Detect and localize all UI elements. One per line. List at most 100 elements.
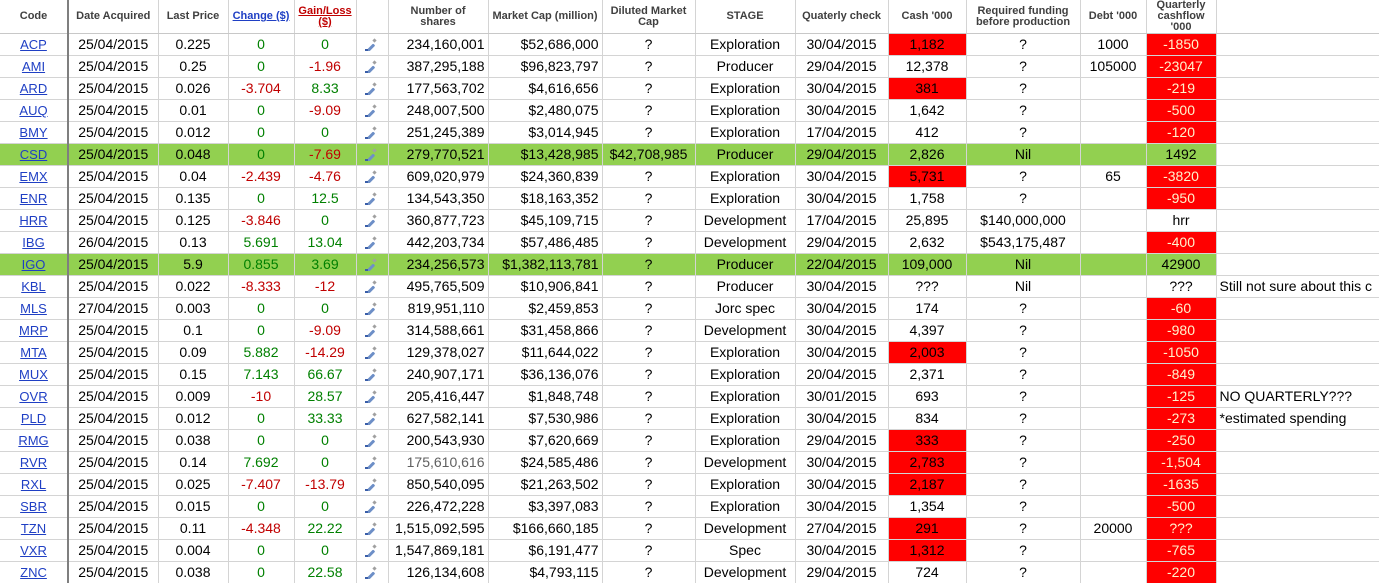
cell-gain-loss[interactable]: 0: [294, 33, 357, 56]
cell-required-funding[interactable]: Nil: [966, 143, 1081, 166]
table-row[interactable]: AMI 25/04/2015 0.25 0 -1.96 387,295,188 $96,82…: [0, 55, 1379, 78]
cell-market-cap[interactable]: $7,620,669: [488, 429, 603, 452]
cell-quarterly-cashflow[interactable]: -1635: [1146, 473, 1217, 496]
cell-quarterly-check[interactable]: 30/04/2015: [795, 451, 889, 474]
cell-last-price[interactable]: 0.048: [158, 143, 229, 166]
cell-last-price[interactable]: 0.15: [158, 363, 229, 386]
cell-date[interactable]: 25/04/2015: [68, 275, 159, 298]
cell-required-funding[interactable]: ?: [966, 495, 1081, 518]
cell-change[interactable]: 5.882: [228, 341, 295, 364]
cell-gain-loss[interactable]: 0: [294, 121, 357, 144]
cell-note[interactable]: [1216, 451, 1379, 474]
cell-required-funding[interactable]: ?: [966, 99, 1081, 122]
cell-gain-loss[interactable]: 22.58: [294, 561, 357, 583]
cell-diluted-cap[interactable]: ?: [602, 231, 696, 254]
cell-date[interactable]: 25/04/2015: [68, 99, 159, 122]
table-row[interactable]: VXR 25/04/2015 0.004 0 0 1,547,869,181 $6,191,…: [0, 539, 1379, 562]
table-row[interactable]: TZN 25/04/2015 0.11 -4.348 22.22 1,515,092,59…: [0, 517, 1379, 540]
cell-diluted-cap[interactable]: ?: [602, 319, 696, 342]
cell-last-price[interactable]: 0.125: [158, 209, 229, 232]
table-row[interactable]: MLS 27/04/2015 0.003 0 0 819,951,110 $2,459,85…: [0, 297, 1379, 320]
cell-code-link[interactable]: OVR: [0, 385, 69, 408]
cell-quarterly-check[interactable]: 30/04/2015: [795, 77, 889, 100]
cell-last-price[interactable]: 0.225: [158, 33, 229, 56]
cell-quarterly-cashflow[interactable]: -400: [1146, 231, 1217, 254]
cell-cash[interactable]: 412: [888, 121, 967, 144]
cell-date[interactable]: 25/04/2015: [68, 77, 159, 100]
header-mcap[interactable]: Market Cap (million): [488, 0, 603, 34]
cell-change[interactable]: 0: [228, 187, 295, 210]
cell-gain-loss[interactable]: 66.67: [294, 363, 357, 386]
cell-market-cap[interactable]: $24,585,486: [488, 451, 603, 474]
cell-diluted-cap[interactable]: ?: [602, 495, 696, 518]
cell-code-link[interactable]: MLS: [0, 297, 69, 320]
cell-date[interactable]: 25/04/2015: [68, 165, 159, 188]
cell-date[interactable]: 25/04/2015: [68, 33, 159, 56]
cell-edit[interactable]: [356, 473, 389, 496]
cell-note[interactable]: [1216, 209, 1379, 232]
cell-code-link[interactable]: MTA: [0, 341, 69, 364]
cell-shares[interactable]: 126,134,608: [388, 561, 489, 583]
cell-gain-loss[interactable]: 28.57: [294, 385, 357, 408]
cell-edit[interactable]: [356, 187, 389, 210]
cell-edit[interactable]: [356, 33, 389, 56]
cell-note[interactable]: [1216, 561, 1379, 583]
cell-diluted-cap[interactable]: ?: [602, 297, 696, 320]
cell-edit[interactable]: [356, 231, 389, 254]
table-row[interactable]: HRR 25/04/2015 0.125 -3.846 0 360,877,723 $45,…: [0, 209, 1379, 232]
cell-change[interactable]: -2.439: [228, 165, 295, 188]
cell-debt[interactable]: [1080, 539, 1147, 562]
cell-debt[interactable]: [1080, 231, 1147, 254]
cell-gain-loss[interactable]: 0: [294, 451, 357, 474]
cell-edit[interactable]: [356, 451, 389, 474]
cell-change[interactable]: -3.704: [228, 77, 295, 100]
cell-cash[interactable]: 834: [888, 407, 967, 430]
cell-required-funding[interactable]: ?: [966, 451, 1081, 474]
cell-last-price[interactable]: 0.003: [158, 297, 229, 320]
cell-note[interactable]: [1216, 253, 1379, 276]
cell-cash[interactable]: 12,378: [888, 55, 967, 78]
cell-required-funding[interactable]: ?: [966, 297, 1081, 320]
cell-shares[interactable]: 627,582,141: [388, 407, 489, 430]
table-row[interactable]: AUQ 25/04/2015 0.01 0 -9.09 248,007,500 $2,480…: [0, 99, 1379, 122]
cell-last-price[interactable]: 0.012: [158, 121, 229, 144]
cell-gain-loss[interactable]: -1.96: [294, 55, 357, 78]
cell-edit[interactable]: [356, 55, 389, 78]
cell-change[interactable]: 7.143: [228, 363, 295, 386]
cell-cash[interactable]: 2,783: [888, 451, 967, 474]
cell-cash[interactable]: 333: [888, 429, 967, 452]
cell-last-price[interactable]: 0.1: [158, 319, 229, 342]
cell-quarterly-cashflow[interactable]: -1,504: [1146, 451, 1217, 474]
cell-required-funding[interactable]: ?: [966, 407, 1081, 430]
cell-shares[interactable]: 205,416,447: [388, 385, 489, 408]
table-row[interactable]: PLD 25/04/2015 0.012 0 33.33 627,582,141 $7,53…: [0, 407, 1379, 430]
cell-note[interactable]: [1216, 319, 1379, 342]
cell-quarterly-check[interactable]: 30/04/2015: [795, 275, 889, 298]
cell-quarterly-check[interactable]: 30/04/2015: [795, 165, 889, 188]
cell-edit[interactable]: [356, 121, 389, 144]
cell-quarterly-check[interactable]: 17/04/2015: [795, 121, 889, 144]
cell-stage[interactable]: Development: [695, 451, 796, 474]
cell-note[interactable]: [1216, 143, 1379, 166]
cell-debt[interactable]: [1080, 451, 1147, 474]
cell-quarterly-check[interactable]: 22/04/2015: [795, 253, 889, 276]
cell-diluted-cap[interactable]: ?: [602, 363, 696, 386]
cell-code-link[interactable]: ZNC: [0, 561, 69, 583]
cell-cash[interactable]: 109,000: [888, 253, 967, 276]
cell-gain-loss[interactable]: 3.69: [294, 253, 357, 276]
cell-quarterly-cashflow[interactable]: -500: [1146, 495, 1217, 518]
table-row[interactable]: ZNC 25/04/2015 0.038 0 22.58 126,134,608 $4,79…: [0, 561, 1379, 583]
cell-quarterly-cashflow[interactable]: -3820: [1146, 165, 1217, 188]
cell-debt[interactable]: [1080, 385, 1147, 408]
cell-date[interactable]: 25/04/2015: [68, 539, 159, 562]
cell-quarterly-check[interactable]: 30/04/2015: [795, 187, 889, 210]
cell-gain-loss[interactable]: -9.09: [294, 319, 357, 342]
cell-stage[interactable]: Exploration: [695, 363, 796, 386]
cell-shares[interactable]: 819,951,110: [388, 297, 489, 320]
cell-last-price[interactable]: 0.025: [158, 473, 229, 496]
cell-code-link[interactable]: MRP: [0, 319, 69, 342]
cell-market-cap[interactable]: $2,480,075: [488, 99, 603, 122]
cell-shares[interactable]: 248,007,500: [388, 99, 489, 122]
cell-market-cap[interactable]: $52,686,000: [488, 33, 603, 56]
cell-shares[interactable]: 200,543,930: [388, 429, 489, 452]
